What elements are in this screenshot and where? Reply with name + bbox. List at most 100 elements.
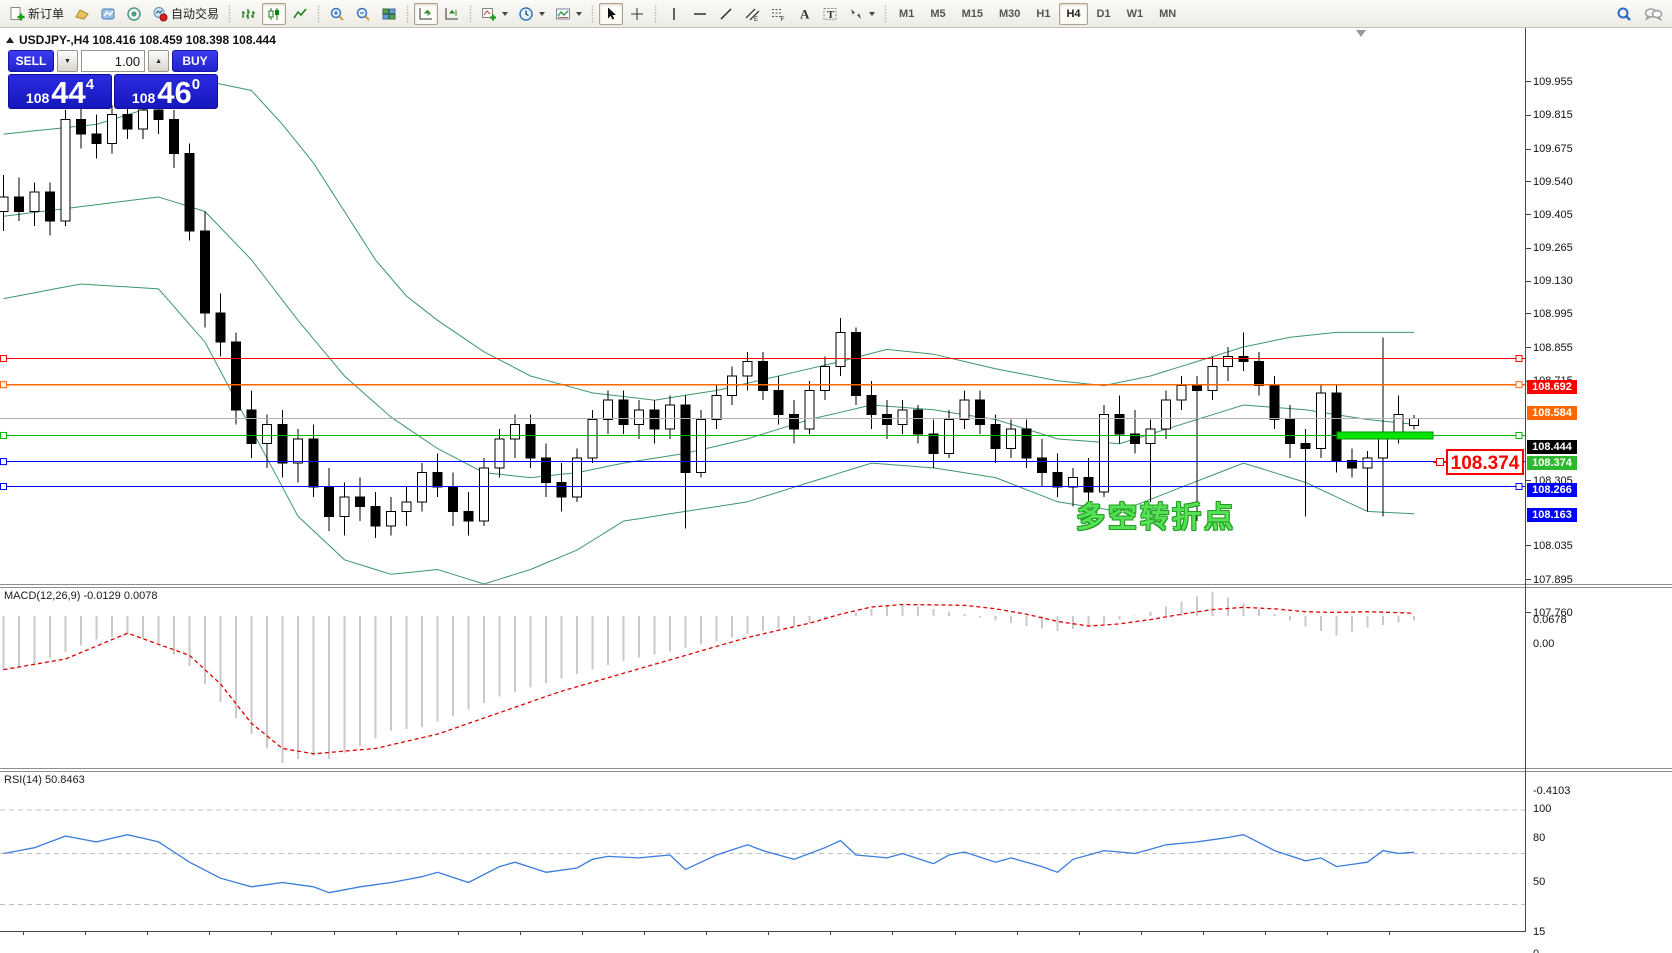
arrows-button[interactable] <box>844 3 879 25</box>
time-tick <box>1202 931 1204 935</box>
search-icon <box>1615 5 1633 23</box>
zoom-out-button[interactable] <box>351 3 375 25</box>
price-tick <box>1526 280 1531 282</box>
pane-splitter[interactable] <box>0 584 1672 588</box>
price-level-chip[interactable]: 108.163 <box>1527 507 1577 522</box>
rsi-line <box>3 834 1415 894</box>
clock-icon <box>518 6 534 22</box>
time-tick <box>954 931 956 935</box>
sell-price-small: 108 <box>25 89 50 106</box>
template-icon <box>555 6 571 22</box>
main-price-pane[interactable] <box>0 28 1525 584</box>
cursor-icon <box>603 6 619 22</box>
volume-increase-button[interactable]: ▲ <box>148 50 169 72</box>
search-button[interactable] <box>1611 3 1637 25</box>
fibonacci-icon: F <box>770 6 786 22</box>
zoom-in-button[interactable] <box>325 3 349 25</box>
horizontal-line-button[interactable] <box>688 3 712 25</box>
current-price-chip: 108.444 <box>1527 439 1577 454</box>
buy-button[interactable]: BUY <box>172 50 218 72</box>
timeframe-button-H1[interactable]: H1 <box>1029 3 1057 25</box>
dropdown-caret <box>502 11 509 16</box>
crosshair-button[interactable] <box>625 3 649 25</box>
buy-quote-box[interactable]: 108 46 0 <box>114 74 218 109</box>
timeframe-button-M30[interactable]: M30 <box>992 3 1027 25</box>
hline-anchor[interactable] <box>1515 381 1523 389</box>
hline-anchor[interactable] <box>0 458 7 466</box>
rsi-pane[interactable] <box>0 772 1525 931</box>
hline-anchor[interactable] <box>0 355 7 363</box>
trendline-icon <box>718 6 734 22</box>
price-tick <box>1526 114 1531 116</box>
hline-anchor[interactable] <box>1515 355 1523 363</box>
time-tick <box>1265 931 1266 935</box>
price-level-chip[interactable]: 108.584 <box>1527 405 1577 420</box>
chart-window-icon <box>100 6 116 22</box>
hline-anchor[interactable] <box>0 483 7 491</box>
time-tick <box>23 931 24 935</box>
cursor-button[interactable] <box>599 2 624 25</box>
autotrading-button[interactable]: 自动交易 <box>148 3 223 25</box>
chart-shift-button[interactable] <box>440 3 464 25</box>
price-tick-label: 109.265 <box>1533 242 1573 255</box>
arrows-icon <box>848 6 864 22</box>
indicators-button[interactable] <box>477 3 512 25</box>
templates-button[interactable] <box>551 3 586 25</box>
price-level-chip[interactable]: 108.266 <box>1527 482 1577 497</box>
candlestick-chart-button[interactable] <box>262 2 287 25</box>
time-tick <box>333 931 335 935</box>
volume-decrease-button[interactable]: ▼ <box>57 50 78 72</box>
price-tick <box>1526 347 1531 349</box>
timeframe-button-MN[interactable]: MN <box>1152 3 1183 25</box>
chart-window-button[interactable] <box>96 3 120 25</box>
bar-chart-button[interactable] <box>236 3 260 25</box>
sell-quote-box[interactable]: 108 44 4 <box>8 74 112 109</box>
new-order-button[interactable]: 新订单 <box>5 3 68 25</box>
auto-scroll-button[interactable] <box>414 2 439 25</box>
price-tag-label[interactable]: 108.374 <box>1446 449 1524 475</box>
turning-point-annotation[interactable]: 多空转折点 <box>1076 502 1237 534</box>
channel-icon: E <box>744 6 760 22</box>
svg-text:A: A <box>800 6 810 21</box>
price-tick-label: 109.405 <box>1533 208 1573 221</box>
hline-anchor[interactable] <box>1515 483 1523 491</box>
indicators-icon <box>481 6 497 22</box>
turning-point-highlight-bar[interactable] <box>1336 431 1434 440</box>
meta-editor-button[interactable] <box>70 3 94 25</box>
autotrading-icon <box>152 6 168 22</box>
text-button[interactable]: A <box>792 3 816 25</box>
toolbar-grip <box>652 4 660 23</box>
community-button[interactable] <box>1639 3 1667 25</box>
macd-pane[interactable] <box>0 588 1525 768</box>
hline-anchor[interactable] <box>0 381 7 389</box>
hline-anchor[interactable] <box>1515 431 1523 439</box>
price-tick <box>1526 148 1531 150</box>
price-tick <box>1526 545 1531 547</box>
chart-shift-marker[interactable] <box>1356 30 1366 37</box>
text-label-button[interactable]: T <box>818 3 842 25</box>
volume-input[interactable] <box>80 50 146 72</box>
tile-windows-button[interactable] <box>377 3 401 25</box>
price-level-chip[interactable]: 108.692 <box>1527 379 1577 394</box>
hline-anchor[interactable] <box>0 431 7 439</box>
equidistant-channel-button[interactable]: E <box>740 3 764 25</box>
timeframe-button-D1[interactable]: D1 <box>1090 3 1118 25</box>
timeframe-button-W1[interactable]: W1 <box>1120 3 1151 25</box>
navigator-button[interactable] <box>122 3 146 25</box>
pane-splitter[interactable] <box>0 768 1672 772</box>
sell-button[interactable]: SELL <box>8 50 54 72</box>
symbol-ohlc-text: USDJPY-,H4 108.416 108.459 108.398 108.4… <box>19 33 276 47</box>
timeframe-button-M5[interactable]: M5 <box>923 3 952 25</box>
vertical-line-button[interactable] <box>662 3 686 25</box>
line-chart-button[interactable] <box>288 3 312 25</box>
trendline-button[interactable] <box>714 3 738 25</box>
timeframe-button-M15[interactable]: M15 <box>955 3 990 25</box>
buy-price-small: 108 <box>131 89 156 106</box>
time-tick <box>519 931 521 935</box>
timeframe-button-H4[interactable]: H4 <box>1059 2 1088 25</box>
timeframe-button-M1[interactable]: M1 <box>892 3 921 25</box>
fibonacci-button[interactable]: F <box>766 3 790 25</box>
panel-toggle-icon[interactable] <box>6 37 14 43</box>
periods-button[interactable] <box>514 3 549 25</box>
price-level-chip[interactable]: 108.374 <box>1527 456 1577 471</box>
